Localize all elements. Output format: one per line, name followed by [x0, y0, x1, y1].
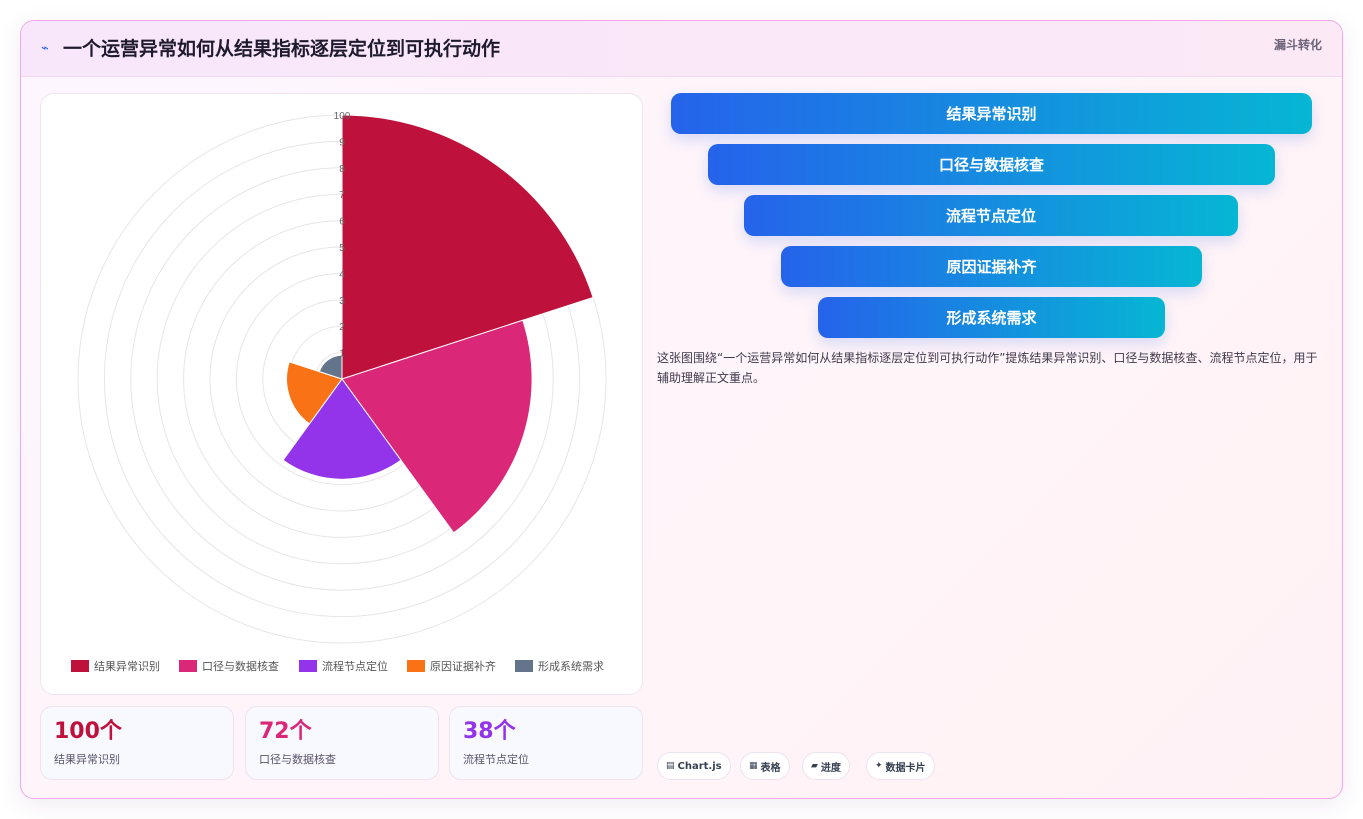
- r-tick-label: 2: [339, 322, 345, 333]
- legend-swatch[interactable]: [179, 660, 197, 672]
- legend-swatch[interactable]: [515, 660, 533, 672]
- r-tick-label: 5: [339, 243, 345, 254]
- r-tick-label: 100: [334, 111, 351, 122]
- progress-icon: ▰: [811, 761, 818, 771]
- chart-description: 这张图围绕“一个运营异常如何从结果指标逐层定位到可执行动作”提炼结果异常识别、口…: [657, 351, 1318, 385]
- chip-chartjs[interactable]: ▤ Chart.js: [657, 752, 731, 780]
- polar-slice[interactable]: [282, 378, 402, 480]
- polar-slice[interactable]: [341, 319, 533, 534]
- legend-swatch[interactable]: [299, 660, 317, 672]
- r-tick-label: 4: [339, 269, 345, 280]
- legend-label[interactable]: 口径与数据核查: [202, 659, 279, 673]
- stat-label: 结果异常识别: [54, 753, 120, 766]
- funnel-step-5[interactable]: 形成系统需求: [818, 297, 1165, 338]
- report-card: ⌁ 一个运营异常如何从结果指标逐层定位到可执行动作 漏斗转化 1 2 3 4 5 6 7 8 9…: [20, 20, 1343, 799]
- r-tick-label: 1: [339, 349, 345, 360]
- r-tick-label: 9: [339, 137, 345, 148]
- r-tick-label: 7: [339, 190, 345, 201]
- lightning-icon: ⌁: [41, 41, 49, 56]
- funnel-step-4[interactable]: 原因证据补齐: [781, 246, 1202, 287]
- funnel-step-2[interactable]: 口径与数据核查: [708, 144, 1275, 185]
- polar-slice[interactable]: [286, 361, 343, 425]
- chip-label: 表格: [760, 762, 781, 774]
- stat-value: 72个: [259, 719, 312, 744]
- funnel-step-1[interactable]: 结果异常识别: [671, 93, 1312, 134]
- stat-card-2: 72个 口径与数据核查: [245, 706, 439, 780]
- polar-slice[interactable]: [341, 114, 594, 380]
- legend-swatch[interactable]: [71, 660, 89, 672]
- card-header: ⌁ 一个运营异常如何从结果指标逐层定位到可执行动作 漏斗转化: [21, 21, 1342, 77]
- polar-chart-panel: 1 2 3 4 5 6 7 8 9 100 结果异常识别 口径与数据核查 流程节点定位 原因证据补齐 形成系…: [40, 93, 643, 695]
- legend-label[interactable]: 结果异常识别: [94, 660, 160, 673]
- chart-type-tag: 漏斗转化: [1273, 38, 1322, 52]
- chip-label: 进度: [820, 762, 841, 774]
- chart-icon: ▤: [666, 761, 675, 771]
- r-tick-label: 6: [339, 217, 345, 228]
- legend-label[interactable]: 流程节点定位: [322, 659, 388, 673]
- chip-table[interactable]: ▦ 表格: [740, 752, 790, 780]
- stat-label: 流程节点定位: [463, 753, 529, 766]
- stat-value: 38个: [463, 719, 516, 744]
- stat-label: 口径与数据核查: [259, 753, 336, 766]
- polar-slice[interactable]: [318, 354, 343, 380]
- chip-label: 数据卡片: [885, 762, 926, 774]
- chip-label: Chart.js: [677, 760, 722, 772]
- chip-progress[interactable]: ▰ 进度: [802, 752, 850, 780]
- page-title: 一个运营异常如何从结果指标逐层定位到可执行动作: [63, 38, 501, 60]
- table-icon: ▦: [749, 761, 758, 771]
- r-tick-label: 3: [339, 296, 345, 307]
- polar-area-chart: 1 2 3 4 5 6 7 8 9 100 结果异常识别 口径与数据核查 流程节点定位 原因证据补齐 形成系…: [71, 111, 607, 673]
- legend-label[interactable]: 形成系统需求: [538, 660, 604, 673]
- r-tick-label: 8: [339, 164, 345, 175]
- stat-card-3: 38个 流程节点定位: [449, 706, 643, 780]
- sparkle-icon: ✦: [875, 761, 883, 771]
- chip-data-card[interactable]: ✦ 数据卡片: [866, 752, 935, 780]
- legend-label[interactable]: 原因证据补齐: [430, 659, 496, 673]
- funnel-step-3[interactable]: 流程节点定位: [744, 195, 1238, 236]
- stat-value: 100个: [54, 719, 122, 744]
- stat-card-1: 100个 结果异常识别: [40, 706, 234, 780]
- legend-swatch[interactable]: [407, 660, 425, 672]
